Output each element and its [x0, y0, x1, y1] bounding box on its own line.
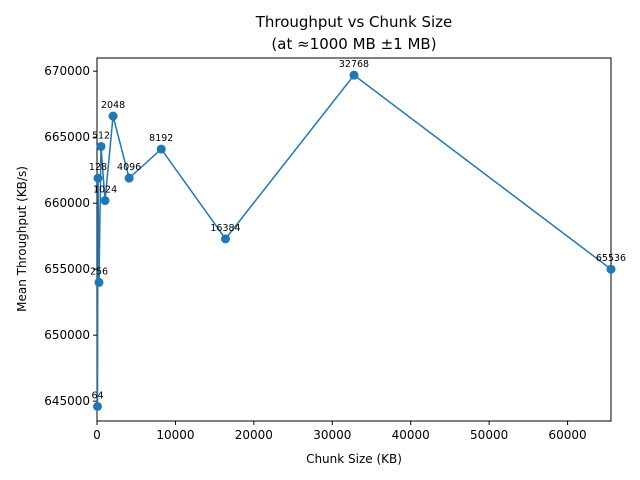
data-point-label: 32768: [339, 59, 369, 70]
x-axis-ticks: 0 10000 20000 30000 40000 50000 60000: [93, 421, 587, 442]
data-markers: [93, 70, 616, 411]
data-point-marker: [94, 277, 104, 287]
series-line: [96, 74, 612, 407]
data-point-label: 16384: [210, 223, 240, 234]
y-tick-label: 670000: [44, 64, 90, 78]
data-point-marker: [108, 111, 118, 121]
data-point-marker: [606, 264, 616, 274]
data-point-marker: [124, 173, 134, 183]
data-point-label: 256: [90, 266, 108, 277]
x-tick-label: 20000: [235, 428, 273, 442]
data-point-marker: [93, 401, 103, 411]
data-point-marker: [221, 234, 230, 244]
data-point-label: 2048: [101, 100, 125, 111]
data-point-label: 8192: [149, 133, 173, 144]
y-tick-label: 660000: [44, 196, 90, 210]
x-tick-label: 10000: [156, 428, 194, 442]
data-point-label: 64: [91, 390, 103, 401]
x-tick-label: 60000: [548, 428, 586, 442]
data-point-label: 1024: [93, 185, 117, 196]
data-point-marker: [100, 196, 110, 206]
data-point-label: 65536: [596, 253, 626, 264]
chart-subtitle: (at ≈1000 MB ±1 MB): [271, 35, 436, 53]
chart-title: Throughput vs Chunk Size: [255, 13, 453, 31]
x-tick-label: 30000: [313, 428, 351, 442]
y-tick-label: 645000: [44, 394, 90, 408]
data-point-marker: [96, 141, 106, 151]
y-tick-label: 665000: [44, 130, 90, 144]
plot-area-frame: [96, 57, 612, 422]
data-labels: 64 128 256 512 1024 2048 4096 8192 16384 32768 655…: [89, 59, 626, 401]
x-tick-label: 50000: [470, 428, 508, 442]
data-point-marker: [156, 144, 166, 154]
x-tick-label: 40000: [392, 428, 430, 442]
data-point-marker: [349, 70, 359, 80]
y-tick-label: 650000: [44, 328, 90, 342]
data-point-label: 512: [92, 130, 110, 141]
data-point-label: 4096: [117, 162, 141, 173]
x-axis-label: Chunk Size (KB): [306, 452, 402, 466]
y-tick-label: 655000: [44, 262, 90, 276]
data-point-label: 128: [89, 162, 107, 173]
y-axis-label: Mean Throughput (KB/s): [15, 166, 29, 312]
y-axis-ticks: 645000 650000 655000 660000 665000 670000: [44, 64, 97, 408]
data-point-marker: [93, 173, 103, 183]
x-tick-label: 0: [93, 428, 101, 442]
